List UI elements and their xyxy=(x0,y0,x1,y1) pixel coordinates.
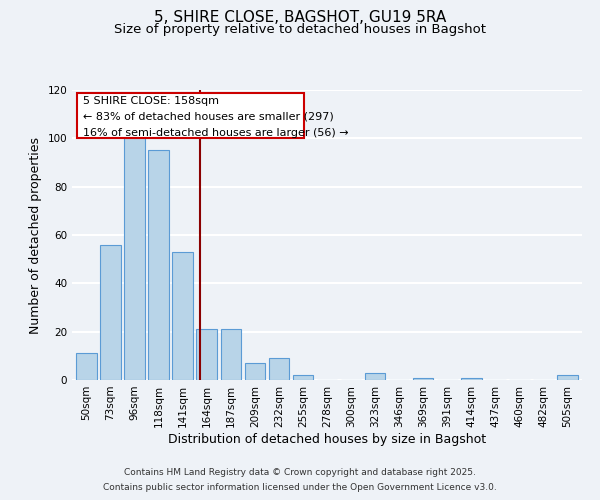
Text: 16% of semi-detached houses are larger (56) →: 16% of semi-detached houses are larger (… xyxy=(83,128,349,138)
Text: 5 SHIRE CLOSE: 158sqm: 5 SHIRE CLOSE: 158sqm xyxy=(83,96,219,106)
Bar xyxy=(293,375,313,380)
Bar xyxy=(76,354,97,380)
Text: ← 83% of detached houses are smaller (297): ← 83% of detached houses are smaller (29… xyxy=(83,112,334,122)
Text: Contains public sector information licensed under the Open Government Licence v3: Contains public sector information licen… xyxy=(103,483,497,492)
Bar xyxy=(245,363,265,380)
Text: 5, SHIRE CLOSE, BAGSHOT, GU19 5RA: 5, SHIRE CLOSE, BAGSHOT, GU19 5RA xyxy=(154,10,446,25)
Bar xyxy=(172,252,193,380)
Bar xyxy=(221,329,241,380)
Bar xyxy=(365,373,385,380)
Bar xyxy=(124,136,145,380)
Bar xyxy=(100,244,121,380)
FancyBboxPatch shape xyxy=(77,93,304,138)
Bar xyxy=(269,358,289,380)
Text: Size of property relative to detached houses in Bagshot: Size of property relative to detached ho… xyxy=(114,22,486,36)
X-axis label: Distribution of detached houses by size in Bagshot: Distribution of detached houses by size … xyxy=(168,432,486,446)
Bar xyxy=(413,378,433,380)
Bar xyxy=(148,150,169,380)
Bar xyxy=(196,329,217,380)
Bar xyxy=(461,378,482,380)
Text: Contains HM Land Registry data © Crown copyright and database right 2025.: Contains HM Land Registry data © Crown c… xyxy=(124,468,476,477)
Bar xyxy=(557,375,578,380)
Y-axis label: Number of detached properties: Number of detached properties xyxy=(29,136,42,334)
